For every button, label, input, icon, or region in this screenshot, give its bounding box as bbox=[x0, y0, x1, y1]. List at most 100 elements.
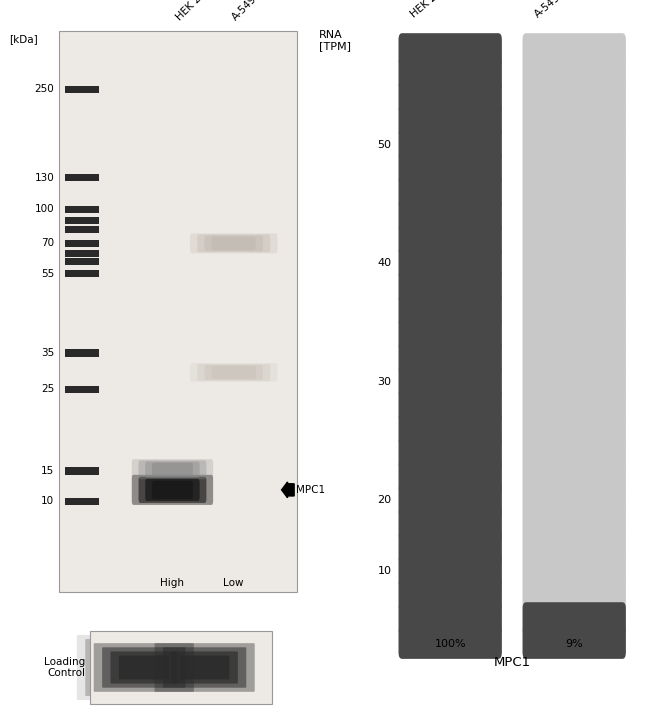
FancyBboxPatch shape bbox=[398, 128, 502, 161]
FancyBboxPatch shape bbox=[398, 460, 502, 493]
FancyBboxPatch shape bbox=[398, 271, 502, 303]
Text: 9%: 9% bbox=[566, 639, 583, 649]
FancyBboxPatch shape bbox=[94, 643, 194, 692]
FancyBboxPatch shape bbox=[205, 236, 263, 251]
FancyBboxPatch shape bbox=[523, 389, 626, 422]
FancyArrow shape bbox=[281, 482, 294, 498]
FancyBboxPatch shape bbox=[58, 31, 296, 592]
FancyBboxPatch shape bbox=[523, 483, 626, 517]
FancyBboxPatch shape bbox=[523, 602, 626, 635]
FancyBboxPatch shape bbox=[65, 85, 99, 93]
Text: 30: 30 bbox=[378, 377, 391, 387]
FancyBboxPatch shape bbox=[65, 270, 99, 278]
FancyBboxPatch shape bbox=[176, 361, 292, 384]
FancyBboxPatch shape bbox=[183, 232, 285, 254]
FancyBboxPatch shape bbox=[398, 483, 502, 517]
FancyBboxPatch shape bbox=[398, 436, 502, 469]
FancyBboxPatch shape bbox=[152, 463, 193, 477]
Text: 130: 130 bbox=[34, 172, 55, 182]
FancyBboxPatch shape bbox=[111, 651, 177, 684]
FancyBboxPatch shape bbox=[155, 643, 255, 692]
FancyBboxPatch shape bbox=[398, 342, 502, 375]
FancyBboxPatch shape bbox=[398, 412, 502, 446]
FancyBboxPatch shape bbox=[90, 632, 272, 703]
FancyBboxPatch shape bbox=[523, 271, 626, 303]
FancyBboxPatch shape bbox=[398, 152, 502, 184]
FancyBboxPatch shape bbox=[152, 481, 193, 499]
FancyBboxPatch shape bbox=[125, 473, 220, 507]
FancyBboxPatch shape bbox=[65, 226, 99, 233]
FancyBboxPatch shape bbox=[398, 531, 502, 564]
FancyBboxPatch shape bbox=[523, 57, 626, 90]
FancyBboxPatch shape bbox=[65, 206, 99, 213]
FancyBboxPatch shape bbox=[523, 365, 626, 398]
FancyBboxPatch shape bbox=[77, 635, 211, 700]
FancyBboxPatch shape bbox=[398, 602, 502, 635]
FancyBboxPatch shape bbox=[163, 647, 246, 688]
FancyBboxPatch shape bbox=[118, 457, 227, 483]
FancyBboxPatch shape bbox=[212, 366, 255, 379]
FancyBboxPatch shape bbox=[138, 461, 207, 479]
Text: 10: 10 bbox=[41, 496, 55, 506]
Text: 70: 70 bbox=[41, 239, 55, 248]
FancyBboxPatch shape bbox=[398, 223, 502, 256]
FancyBboxPatch shape bbox=[523, 626, 626, 659]
Text: 10: 10 bbox=[378, 566, 391, 576]
Text: HEK 293: HEK 293 bbox=[174, 0, 212, 22]
Text: MPC1: MPC1 bbox=[493, 656, 531, 669]
Text: 20: 20 bbox=[378, 495, 391, 505]
FancyBboxPatch shape bbox=[523, 223, 626, 256]
Text: [kDa]: [kDa] bbox=[10, 34, 38, 45]
FancyBboxPatch shape bbox=[145, 461, 200, 478]
FancyBboxPatch shape bbox=[398, 246, 502, 280]
Text: A-549: A-549 bbox=[231, 0, 259, 22]
FancyBboxPatch shape bbox=[523, 175, 626, 209]
FancyBboxPatch shape bbox=[523, 80, 626, 113]
FancyBboxPatch shape bbox=[398, 365, 502, 398]
FancyBboxPatch shape bbox=[523, 294, 626, 327]
Text: 55: 55 bbox=[41, 268, 55, 279]
FancyBboxPatch shape bbox=[523, 105, 626, 137]
FancyBboxPatch shape bbox=[523, 33, 626, 66]
FancyBboxPatch shape bbox=[398, 318, 502, 350]
Text: 50: 50 bbox=[378, 140, 391, 150]
Text: Low: Low bbox=[224, 578, 244, 589]
FancyBboxPatch shape bbox=[65, 250, 99, 257]
FancyBboxPatch shape bbox=[138, 635, 272, 700]
Text: High: High bbox=[161, 578, 185, 589]
FancyBboxPatch shape bbox=[132, 459, 213, 481]
FancyBboxPatch shape bbox=[523, 199, 626, 232]
FancyBboxPatch shape bbox=[190, 234, 278, 253]
FancyBboxPatch shape bbox=[523, 508, 626, 540]
FancyBboxPatch shape bbox=[65, 386, 99, 393]
FancyBboxPatch shape bbox=[398, 175, 502, 209]
FancyBboxPatch shape bbox=[398, 80, 502, 113]
FancyBboxPatch shape bbox=[197, 364, 270, 381]
FancyBboxPatch shape bbox=[172, 651, 238, 684]
FancyBboxPatch shape bbox=[183, 362, 285, 383]
FancyBboxPatch shape bbox=[212, 236, 255, 250]
FancyBboxPatch shape bbox=[125, 458, 220, 481]
FancyBboxPatch shape bbox=[132, 475, 213, 505]
FancyBboxPatch shape bbox=[398, 57, 502, 90]
Text: 40: 40 bbox=[378, 258, 391, 268]
Text: A-549: A-549 bbox=[533, 0, 563, 20]
FancyBboxPatch shape bbox=[65, 258, 99, 266]
FancyBboxPatch shape bbox=[523, 152, 626, 184]
FancyBboxPatch shape bbox=[138, 477, 207, 503]
FancyBboxPatch shape bbox=[197, 234, 270, 252]
FancyBboxPatch shape bbox=[523, 246, 626, 280]
Text: 250: 250 bbox=[34, 84, 55, 94]
FancyBboxPatch shape bbox=[398, 508, 502, 540]
Text: RNA
[TPM]: RNA [TPM] bbox=[319, 30, 351, 51]
FancyBboxPatch shape bbox=[398, 389, 502, 422]
FancyBboxPatch shape bbox=[146, 639, 263, 696]
Text: HEK 293: HEK 293 bbox=[409, 0, 449, 20]
FancyBboxPatch shape bbox=[398, 294, 502, 327]
FancyBboxPatch shape bbox=[398, 626, 502, 659]
Text: MPC1: MPC1 bbox=[296, 485, 325, 495]
FancyBboxPatch shape bbox=[65, 174, 99, 182]
FancyBboxPatch shape bbox=[398, 105, 502, 137]
FancyBboxPatch shape bbox=[523, 342, 626, 375]
Text: 25: 25 bbox=[41, 384, 55, 394]
